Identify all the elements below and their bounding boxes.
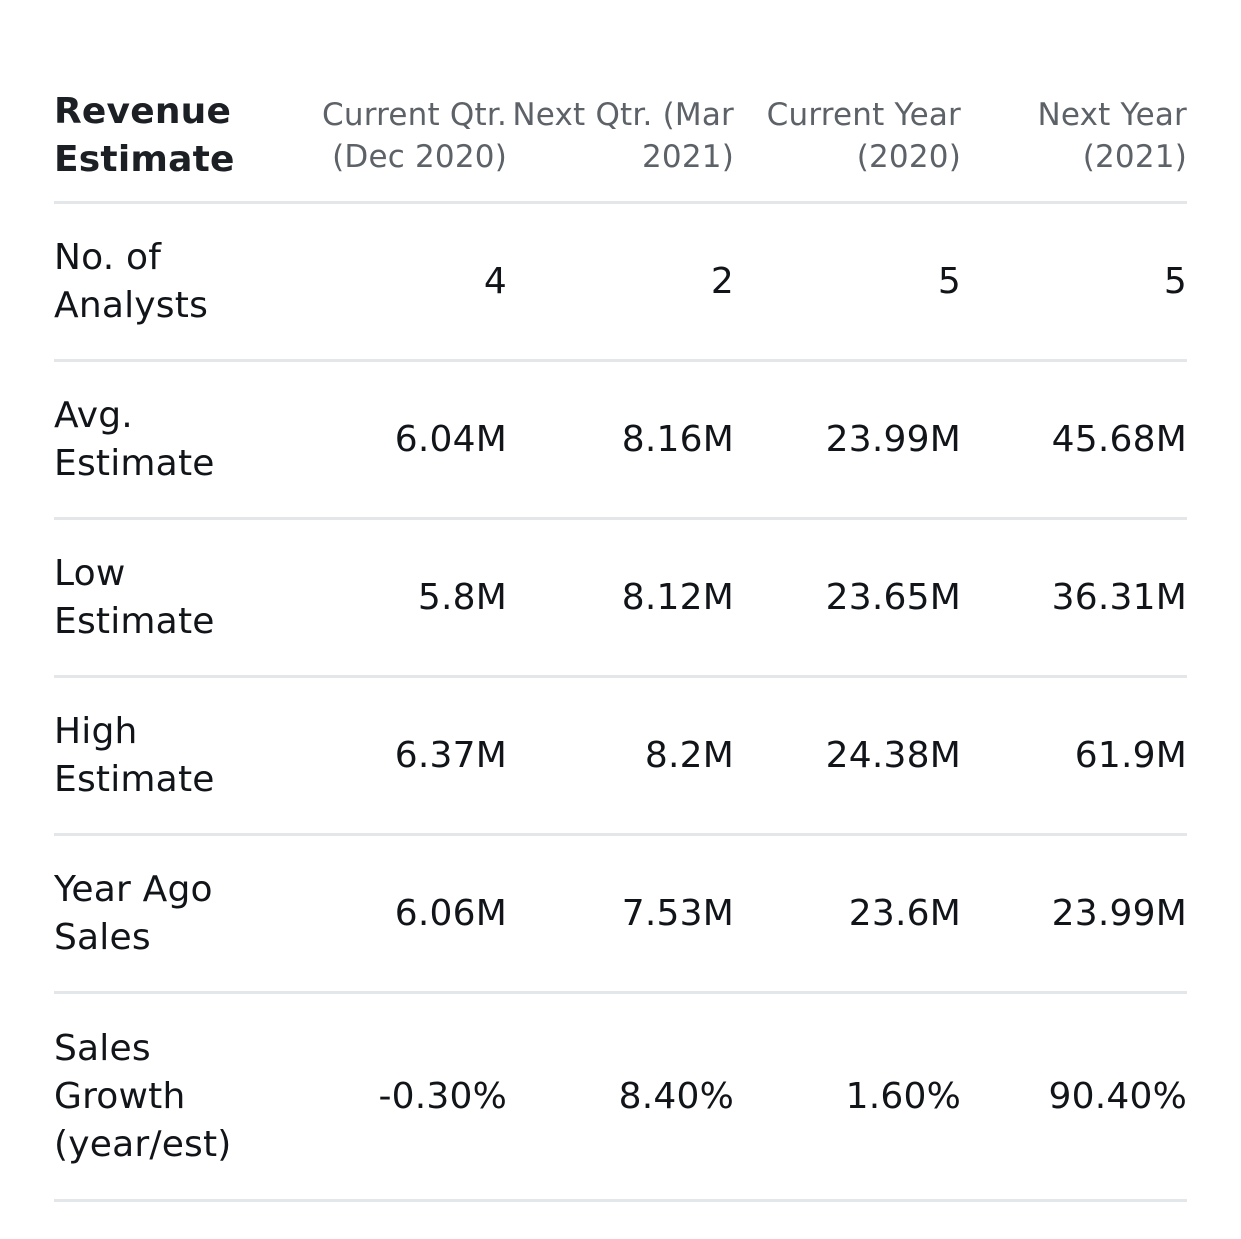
- table-cell: 5: [937, 260, 961, 302]
- table-header-row: Revenue Estimate Current Qtr. (Dec 2020)…: [54, 70, 1187, 204]
- table-cell: 6.37M: [394, 734, 507, 776]
- table-cell: 24.38M: [825, 734, 961, 776]
- table-cell: 5.8M: [417, 576, 507, 618]
- table-row: Sales Growth (year/est) -0.30% 8.40% 1.6…: [54, 994, 1187, 1202]
- column-header-next-qtr: Next Qtr. (Mar 2021): [512, 96, 734, 175]
- table-row: Year Ago Sales 6.06M 7.53M 23.6M 23.99M: [54, 836, 1187, 994]
- table-cell: 7.53M: [621, 892, 734, 934]
- column-header-next-year: Next Year (2021): [1037, 96, 1187, 175]
- table-cell: 2: [710, 260, 734, 302]
- table-cell: 23.99M: [825, 418, 961, 460]
- column-header-current-qtr: Current Qtr. (Dec 2020): [322, 96, 507, 175]
- table-cell: 8.40%: [618, 1075, 734, 1117]
- table-cell: 23.65M: [825, 576, 961, 618]
- revenue-estimate-table: Revenue Estimate Current Qtr. (Dec 2020)…: [54, 70, 1187, 1202]
- row-label-high-estimate: High Estimate: [54, 710, 215, 800]
- table-cell: 45.68M: [1051, 418, 1187, 460]
- table-cell: 4: [483, 260, 507, 302]
- table-cell: -0.30%: [378, 1075, 507, 1117]
- table-cell: 6.04M: [394, 418, 507, 460]
- table-cell: 8.2M: [644, 734, 734, 776]
- row-label-avg-estimate: Avg. Estimate: [54, 394, 215, 484]
- table-cell: 36.31M: [1051, 576, 1187, 618]
- table-cell: 1.60%: [845, 1075, 961, 1117]
- table-row: Avg. Estimate 6.04M 8.16M 23.99M 45.68M: [54, 362, 1187, 520]
- table-cell: 6.06M: [394, 892, 507, 934]
- table-cell: 23.99M: [1051, 892, 1187, 934]
- table-row: No. of Analysts 4 2 5 5: [54, 204, 1187, 362]
- row-label-low-estimate: Low Estimate: [54, 552, 215, 642]
- table-row: Low Estimate 5.8M 8.12M 23.65M 36.31M: [54, 520, 1187, 678]
- table-row: High Estimate 6.37M 8.2M 24.38M 61.9M: [54, 678, 1187, 836]
- row-label-no-of-analysts: No. of Analysts: [54, 236, 209, 326]
- table-cell: 61.9M: [1074, 734, 1187, 776]
- table-title: Revenue Estimate: [54, 90, 235, 180]
- table-cell: 5: [1163, 260, 1187, 302]
- table-cell: 90.40%: [1048, 1075, 1187, 1117]
- table-cell: 23.6M: [848, 892, 961, 934]
- table-cell: 8.16M: [621, 418, 734, 460]
- column-header-current-year: Current Year (2020): [766, 96, 961, 175]
- row-label-year-ago-sales: Year Ago Sales: [54, 868, 213, 958]
- row-label-sales-growth: Sales Growth (year/est): [54, 1027, 232, 1165]
- table-cell: 8.12M: [621, 576, 734, 618]
